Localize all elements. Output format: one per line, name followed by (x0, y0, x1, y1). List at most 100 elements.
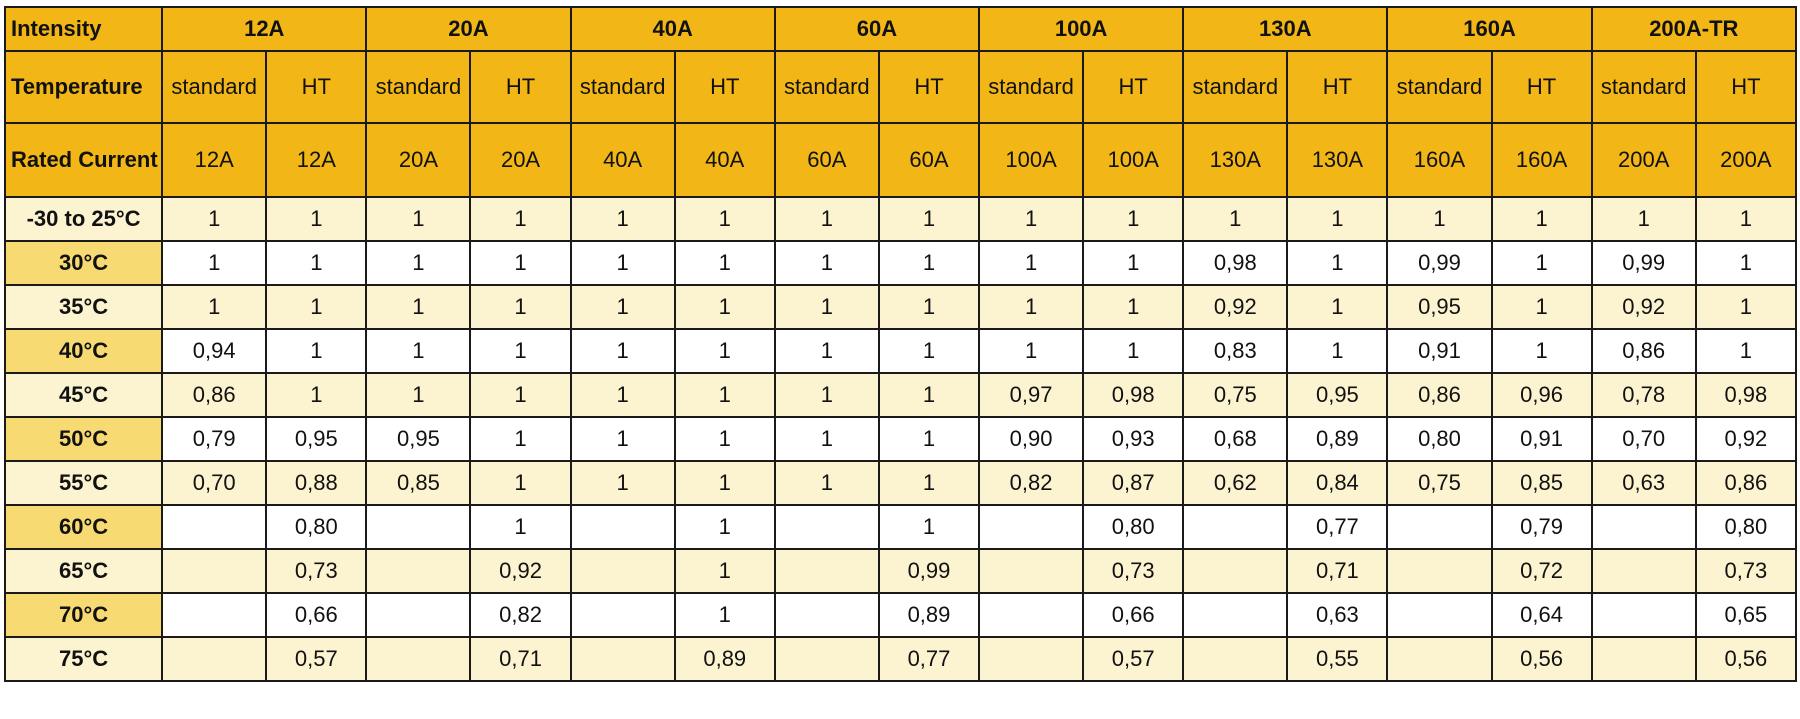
derating-value-cell: 0,71 (469, 636, 572, 682)
derating-value-cell: 1 (673, 504, 776, 550)
derating-value-cell: 1 (1694, 284, 1798, 330)
derating-value-cell: 1 (1694, 240, 1798, 286)
table-body: -30 to 25°C 1 1 1 1 1 1 1 1 1 1 1 1 1 1 1 1 30°C 1 1 1 1 1 1 1 1 1… (3, 196, 1798, 682)
derating-value-cell (1590, 592, 1697, 638)
temperature-label: Temperature (3, 50, 164, 124)
derating-value-cell: 1 (365, 284, 472, 330)
derating-value-cell: 1 (1286, 196, 1389, 242)
temperature-cell: -30 to 25°C (3, 196, 164, 242)
group-header: 100A (978, 6, 1185, 52)
derating-value-cell: 0,56 (1490, 636, 1593, 682)
table-row: 50°C 0,79 0,95 0,95 1 1 1 1 1 0,90 0,93 0,68 0,89 0,8… (3, 416, 1798, 462)
derating-value-cell (365, 592, 472, 638)
derating-value-cell: 1 (773, 460, 880, 506)
derating-value-cell (1182, 504, 1289, 550)
derating-value-cell: 1 (469, 416, 572, 462)
derating-value-cell: 1 (1590, 196, 1697, 242)
derating-value-cell: 1 (673, 460, 776, 506)
derating-value-cell: 0,90 (978, 416, 1085, 462)
derating-value-cell: 1 (773, 372, 880, 418)
sub-header: HT (1694, 50, 1798, 124)
derating-value-cell: 1 (265, 284, 368, 330)
table-row: 60°C 0,80 1 1 1 0,80 0,77 0,79 0,80 (3, 504, 1798, 550)
derating-value-cell (365, 636, 472, 682)
derating-value-cell: 0,68 (1182, 416, 1289, 462)
group-header: 20A (365, 6, 572, 52)
table-row: 55°C 0,70 0,88 0,85 1 1 1 1 1 0,82 0,87 0,62 0,84 0,7… (3, 460, 1798, 506)
rated-current-cell: 130A (1182, 122, 1289, 198)
derating-value-cell (773, 548, 880, 594)
derating-value-cell: 0,89 (673, 636, 776, 682)
derating-value-cell: 0,55 (1286, 636, 1389, 682)
derating-value-cell: 0,73 (265, 548, 368, 594)
group-header: 130A (1182, 6, 1389, 52)
sub-header: standard (1182, 50, 1289, 124)
derating-value-cell: 0,73 (1082, 548, 1185, 594)
derating-value-cell: 0,77 (877, 636, 981, 682)
sub-header: standard (773, 50, 880, 124)
group-header: 200A-TR (1590, 6, 1798, 52)
derating-value-cell: 1 (773, 416, 880, 462)
derating-value-cell: 1 (773, 328, 880, 374)
derating-value-cell: 0,97 (978, 372, 1085, 418)
derating-value-cell: 1 (469, 240, 572, 286)
derating-value-cell: 0,92 (1182, 284, 1289, 330)
derating-value-cell: 1 (877, 372, 981, 418)
group-header: 160A (1386, 6, 1593, 52)
derating-value-cell: 1 (265, 372, 368, 418)
derating-value-cell: 0,92 (1590, 284, 1697, 330)
rated-current-label: Rated Current (3, 122, 164, 198)
derating-value-cell: 0,91 (1386, 328, 1493, 374)
table-row: 75°C 0,57 0,71 0,89 0,77 0,57 0,55 0,56 0,56 (3, 636, 1798, 682)
temperature-cell: 60°C (3, 504, 164, 550)
header-row-intensity: Intensity 12A 20A 40A 60A 100A 130A 160A… (3, 6, 1798, 52)
derating-value-cell: 0,78 (1590, 372, 1697, 418)
derating-value-cell: 0,82 (469, 592, 572, 638)
derating-value-cell: 1 (1082, 284, 1185, 330)
derating-value-cell: 0,86 (161, 372, 268, 418)
derating-value-cell: 1 (569, 416, 676, 462)
rated-current-cell: 160A (1490, 122, 1593, 198)
derating-value-cell: 0,83 (1182, 328, 1289, 374)
temperature-cell: 30°C (3, 240, 164, 286)
derating-value-cell: 0,57 (265, 636, 368, 682)
derating-value-cell: 0,66 (265, 592, 368, 638)
rated-current-cell: 12A (265, 122, 368, 198)
derating-value-cell: 0,89 (1286, 416, 1389, 462)
derating-value-cell: 0,62 (1182, 460, 1289, 506)
derating-value-cell: 1 (673, 592, 776, 638)
temperature-cell: 75°C (3, 636, 164, 682)
derating-value-cell (1590, 636, 1697, 682)
table-row: 35°C 1 1 1 1 1 1 1 1 1 1 0,92 1 0,95 1 0,92 1 (3, 284, 1798, 330)
rated-current-cell: 200A (1590, 122, 1697, 198)
derating-value-cell: 1 (1082, 328, 1185, 374)
sub-header: HT (265, 50, 368, 124)
rated-current-cell: 160A (1386, 122, 1493, 198)
rated-current-cell: 20A (365, 122, 472, 198)
derating-value-cell: 0,98 (1082, 372, 1185, 418)
rated-current-cell: 20A (469, 122, 572, 198)
derating-value-cell: 0,80 (1082, 504, 1185, 550)
derating-value-cell: 0,63 (1286, 592, 1389, 638)
derating-value-cell: 1 (469, 196, 572, 242)
derating-value-cell (161, 504, 268, 550)
derating-value-cell: 1 (1490, 284, 1593, 330)
derating-value-cell: 0,95 (365, 416, 472, 462)
derating-value-cell: 1 (1286, 328, 1389, 374)
derating-value-cell: 0,99 (1386, 240, 1493, 286)
derating-value-cell (161, 592, 268, 638)
derating-value-cell: 1 (877, 460, 981, 506)
derating-value-cell: 1 (877, 504, 981, 550)
derating-value-cell: 1 (569, 328, 676, 374)
derating-value-cell (978, 548, 1085, 594)
table-row: 70°C 0,66 0,82 1 0,89 0,66 0,63 0,64 0,65 (3, 592, 1798, 638)
derating-value-cell: 0,95 (1386, 284, 1493, 330)
derating-value-cell: 1 (469, 328, 572, 374)
sub-header: standard (365, 50, 472, 124)
derating-value-cell: 0,70 (161, 460, 268, 506)
table-row: 40°C 0,94 1 1 1 1 1 1 1 1 1 0,83 1 0,91 1 0,86 1 (3, 328, 1798, 374)
derating-value-cell: 1 (673, 284, 776, 330)
derating-value-cell (978, 504, 1085, 550)
derating-value-cell: 0,96 (1490, 372, 1593, 418)
derating-value-cell: 1 (569, 284, 676, 330)
